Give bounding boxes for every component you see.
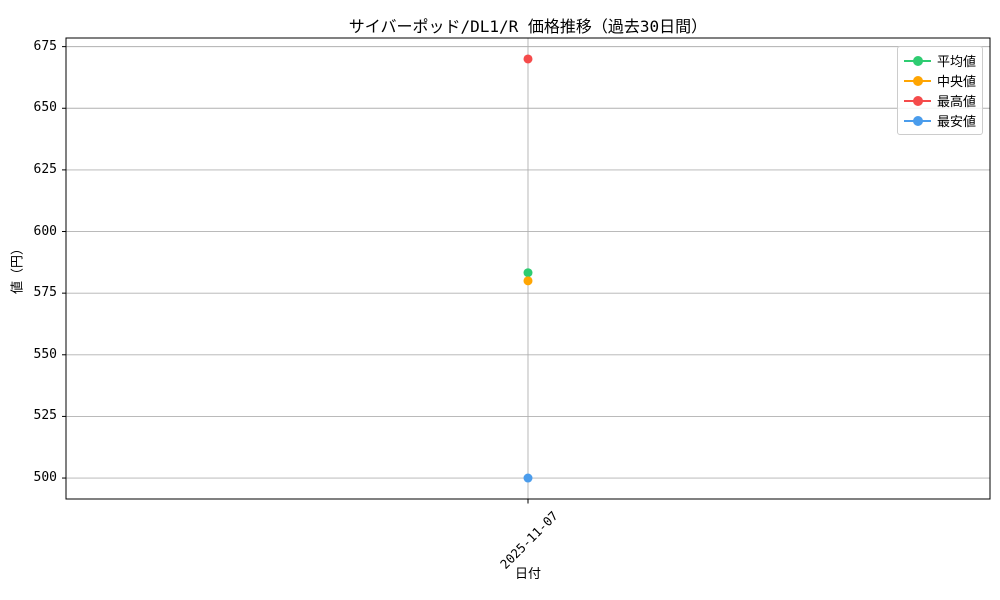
axes-spines bbox=[65, 37, 991, 500]
y-tick-label: 575 bbox=[33, 285, 57, 301]
legend-marker-icon bbox=[904, 95, 931, 106]
y-tick-label: 625 bbox=[33, 161, 57, 177]
legend-marker-icon bbox=[904, 115, 931, 126]
y-tick-label: 600 bbox=[33, 223, 57, 239]
x-axis-label: 日付 bbox=[514, 567, 541, 582]
data-point-最高値 bbox=[523, 54, 533, 64]
data-point-平均値 bbox=[523, 268, 533, 278]
legend-item: 最高値 bbox=[904, 92, 977, 110]
legend-marker-icon bbox=[904, 55, 931, 66]
y-tick-label: 675 bbox=[33, 38, 57, 54]
legend-item: 中央値 bbox=[904, 72, 977, 90]
legend-label: 平均値 bbox=[937, 55, 977, 70]
legend-label: 最高値 bbox=[937, 95, 977, 110]
legend-item: 平均値 bbox=[904, 52, 977, 70]
legend: 平均値中央値最高値最安値 bbox=[897, 46, 983, 135]
legend-label: 中央値 bbox=[937, 75, 977, 90]
y-tick-label: 550 bbox=[33, 346, 57, 362]
chart-title: サイバーポッド/DL1/R 価格推移（過去30日間） bbox=[348, 17, 708, 36]
y-tick-label: 525 bbox=[33, 408, 57, 424]
legend-item: 最安値 bbox=[904, 112, 977, 130]
legend-label: 最安値 bbox=[937, 115, 977, 130]
legend-marker-icon bbox=[904, 75, 931, 86]
y-tick-label: 500 bbox=[33, 470, 57, 486]
data-point-最安値 bbox=[523, 473, 533, 483]
y-tick-label: 650 bbox=[33, 100, 57, 116]
data-point-中央値 bbox=[523, 276, 533, 286]
